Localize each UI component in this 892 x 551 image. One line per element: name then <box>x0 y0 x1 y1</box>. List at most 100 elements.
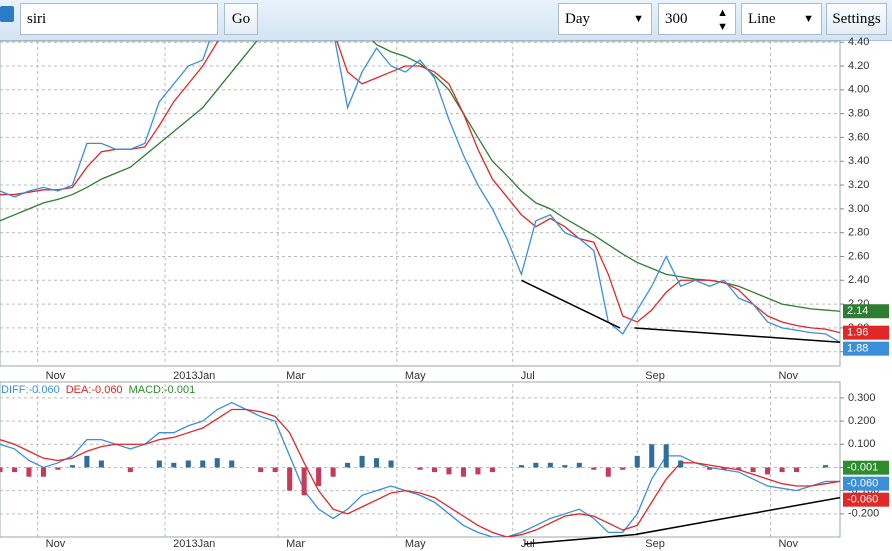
last-value-badge <box>843 460 889 475</box>
y-tick-label: 0.100 <box>848 438 876 450</box>
histogram-bar <box>84 455 90 468</box>
histogram-bar <box>446 467 452 475</box>
histogram-bar <box>460 467 466 477</box>
price-panel <box>0 40 841 367</box>
y-tick-label: 4.00 <box>848 84 869 96</box>
y-tick-label: 0.200 <box>848 415 876 427</box>
series-line <box>0 41 840 312</box>
last-value-badge <box>843 476 889 491</box>
histogram-bar <box>316 467 322 486</box>
x-tick-label: Sep <box>645 370 665 382</box>
count-spinner[interactable]: 300 ▲ ▼ <box>658 3 736 35</box>
last-value-label: 1.88 <box>847 343 868 355</box>
macd-panel <box>0 381 841 538</box>
last-value-label: 1.96 <box>847 327 868 339</box>
style-value: Line <box>748 11 776 27</box>
histogram-bar <box>750 467 756 473</box>
histogram-bar <box>547 462 553 468</box>
histogram-bar <box>171 462 177 468</box>
last-value-badge <box>843 325 889 340</box>
histogram-bar <box>156 460 162 468</box>
y-tick-label: 2.80 <box>848 227 869 239</box>
y-tick-label: 3.40 <box>848 155 869 167</box>
trend-line <box>521 279 621 329</box>
histogram-bar <box>69 465 75 468</box>
histogram-bar <box>562 465 568 468</box>
x-tick-label: May <box>405 370 426 382</box>
histogram-bar <box>417 467 423 470</box>
x-tick-label: Sep <box>645 538 665 550</box>
histogram-bar <box>229 460 235 468</box>
y-tick-label: 3.60 <box>848 131 869 143</box>
x-tick-label: Mar <box>286 370 305 382</box>
y-tick-label: 4.20 <box>848 60 869 72</box>
search-input[interactable]: siri <box>20 3 218 35</box>
histogram-bar <box>678 460 684 468</box>
histogram-bar <box>794 467 800 473</box>
series-line <box>0 401 840 537</box>
x-tick-label: Nov <box>778 370 798 382</box>
y-tick-label: 3.80 <box>848 108 869 120</box>
legend-entry: MACD:-0.001 <box>129 384 196 396</box>
histogram-bar <box>822 465 829 468</box>
series-line <box>0 41 840 343</box>
legend-entry: DEA:-0.060 <box>66 384 123 396</box>
histogram-bar <box>185 460 191 468</box>
period-select[interactable]: Day ▼ <box>558 3 652 35</box>
plot-area <box>0 384 840 537</box>
histogram-bar <box>11 467 18 473</box>
histogram-bar <box>388 460 394 468</box>
last-value-badge <box>843 304 889 319</box>
histogram-bar <box>55 467 61 470</box>
series-line <box>0 408 840 537</box>
histogram-bar <box>518 465 524 468</box>
histogram-bar <box>605 467 611 477</box>
histogram-bar <box>475 467 481 475</box>
toolbar: siri Go Day ▼ 300 ▲ ▼ Line ▼ Settings <box>0 0 892 41</box>
style-select[interactable]: Line ▼ <box>741 3 822 35</box>
dropdown-arrow: ▼ <box>803 13 814 25</box>
plot-area <box>0 41 840 366</box>
histogram-bar <box>26 467 32 477</box>
histogram-bar <box>200 460 206 468</box>
histogram-bar <box>287 467 293 491</box>
y-tick-label: 3.20 <box>848 179 869 191</box>
y-tick-label: 0.300 <box>848 392 876 404</box>
x-tick-label: May <box>405 538 426 550</box>
histogram-bar <box>272 467 278 473</box>
x-tick-label: 2013Jan <box>173 370 215 382</box>
histogram-bar <box>721 467 727 470</box>
histogram-bar <box>214 458 220 468</box>
trend-line <box>634 496 841 536</box>
logo[interactable] <box>0 6 14 22</box>
histogram-bar <box>98 460 104 468</box>
last-value-label: -0.001 <box>847 462 878 474</box>
histogram-bar <box>765 467 771 475</box>
go-button[interactable]: Go <box>224 3 258 35</box>
histogram-bar <box>707 467 713 470</box>
x-tick-label: Mar <box>286 538 305 550</box>
histogram-bar <box>620 467 626 470</box>
y-tick-label: 4.40 <box>848 36 869 48</box>
last-value-badge <box>843 341 889 356</box>
y-tick-label: -0.200 <box>848 508 879 520</box>
series-line <box>0 41 840 334</box>
histogram-bar <box>258 467 264 473</box>
x-tick-label: Nov <box>46 538 66 550</box>
histogram-bar <box>127 467 133 473</box>
last-value-label: -0.060 <box>847 494 878 506</box>
histogram-bar <box>576 462 582 468</box>
dropdown-arrow: ▼ <box>633 13 644 25</box>
legend-entry: DIFF:-0.060 <box>1 384 60 396</box>
histogram-bar <box>489 467 495 473</box>
histogram-bar <box>736 467 742 470</box>
histogram-bar <box>0 467 3 473</box>
settings-button[interactable]: Settings <box>826 3 887 35</box>
x-tick-label: Jul <box>521 370 535 382</box>
y-tick-label: 2.60 <box>848 250 869 262</box>
last-value-badge <box>843 492 889 507</box>
last-value-label: 2.14 <box>847 305 868 317</box>
histogram-bar <box>40 467 46 477</box>
histogram-bar <box>431 467 438 473</box>
